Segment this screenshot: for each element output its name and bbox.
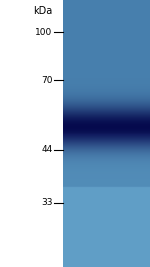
Text: 44: 44 <box>41 145 52 154</box>
Text: kDa: kDa <box>33 6 52 16</box>
Text: 100: 100 <box>35 28 52 37</box>
Text: 33: 33 <box>41 198 52 207</box>
Text: 70: 70 <box>41 76 52 85</box>
